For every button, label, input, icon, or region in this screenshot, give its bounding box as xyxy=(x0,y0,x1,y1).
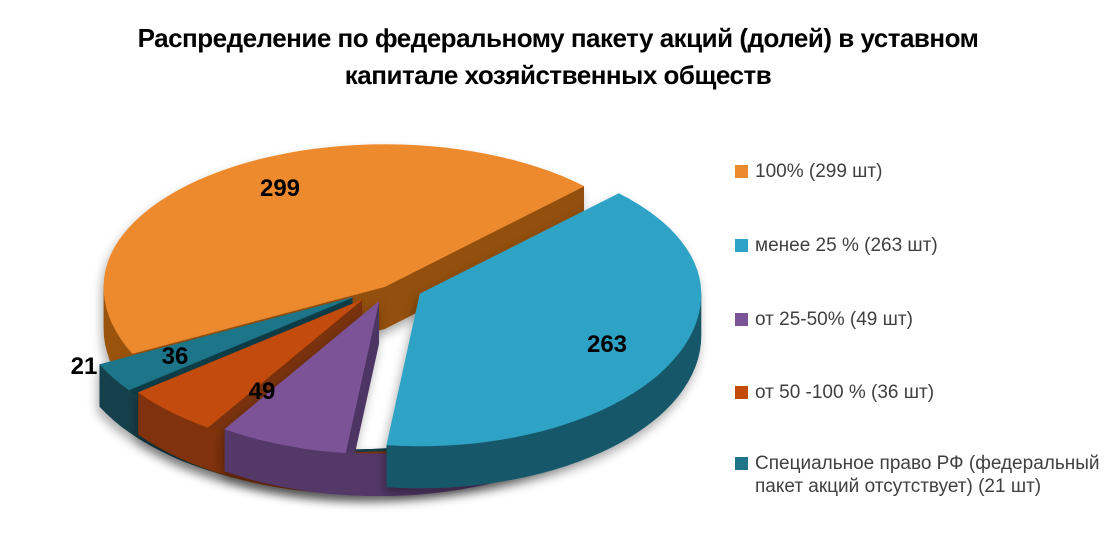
legend-item: от 50 -100 % (36 шт) xyxy=(735,381,934,404)
legend-swatch-icon xyxy=(735,386,748,399)
slice-top xyxy=(99,297,353,391)
chart-title-line2: капитале хозяйственных обществ xyxy=(344,60,772,90)
legend-label: от 25-50% (49 шт) xyxy=(755,309,913,330)
slice-value-label: 36 xyxy=(162,343,189,370)
slice-top xyxy=(386,193,702,447)
slice-value-label: 49 xyxy=(249,378,276,405)
legend-swatch-icon xyxy=(735,239,748,252)
legend-swatch-icon xyxy=(735,165,748,178)
legend-item: 100% (299 шт) xyxy=(735,160,882,183)
slice-value-label: 21 xyxy=(71,353,98,380)
slice-top xyxy=(103,144,585,354)
pie-slice-2 xyxy=(386,193,702,489)
chart-title-line1: Распределение по федеральному пакету акц… xyxy=(137,23,979,53)
slice-value-label: 299 xyxy=(260,175,300,202)
legend-swatch-icon xyxy=(735,313,748,326)
legend-label: 100% (299 шт) xyxy=(755,161,883,182)
chart-title: Распределение по федеральному пакету акц… xyxy=(0,20,1116,94)
legend-swatch-icon xyxy=(735,457,748,470)
slice-value-label: 263 xyxy=(587,331,627,358)
legend-item: от 25-50% (49 шт) xyxy=(735,308,913,331)
legend-label: менее 25 % (263 шт) xyxy=(755,235,938,256)
slice-top xyxy=(137,299,362,428)
legend-label: от 50 -100 % (36 шт) xyxy=(755,382,935,403)
legend-label: Специальное право РФ (федеральный пакет а… xyxy=(755,453,1100,497)
slice-top xyxy=(224,301,380,454)
legend: 100% (299 шт) менее 25 % (263 шт) от 25-50… xyxy=(735,0,1113,548)
legend-item: Специальное право РФ (федеральный пакет а… xyxy=(735,452,1100,498)
legend-item: менее 25 % (263 шт) xyxy=(735,234,938,257)
